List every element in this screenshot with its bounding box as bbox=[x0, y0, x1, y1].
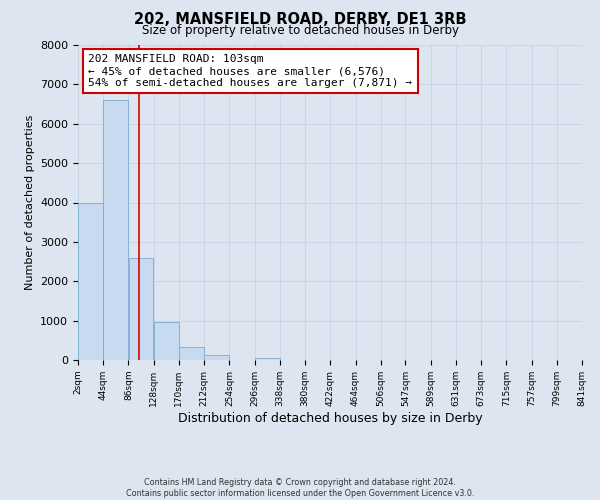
Bar bbox=[179, 348, 204, 360]
Bar bbox=[255, 358, 280, 360]
Bar bbox=[129, 258, 154, 360]
X-axis label: Distribution of detached houses by size in Derby: Distribution of detached houses by size … bbox=[178, 412, 482, 424]
Text: Contains HM Land Registry data © Crown copyright and database right 2024.
Contai: Contains HM Land Registry data © Crown c… bbox=[126, 478, 474, 498]
Y-axis label: Number of detached properties: Number of detached properties bbox=[25, 115, 35, 290]
Text: Size of property relative to detached houses in Derby: Size of property relative to detached ho… bbox=[142, 24, 458, 37]
Bar bbox=[205, 356, 229, 360]
Bar bbox=[103, 100, 128, 360]
Bar bbox=[154, 322, 179, 360]
Bar bbox=[78, 202, 103, 360]
Text: 202 MANSFIELD ROAD: 103sqm
← 45% of detached houses are smaller (6,576)
54% of s: 202 MANSFIELD ROAD: 103sqm ← 45% of deta… bbox=[88, 54, 412, 88]
Text: 202, MANSFIELD ROAD, DERBY, DE1 3RB: 202, MANSFIELD ROAD, DERBY, DE1 3RB bbox=[134, 12, 466, 28]
